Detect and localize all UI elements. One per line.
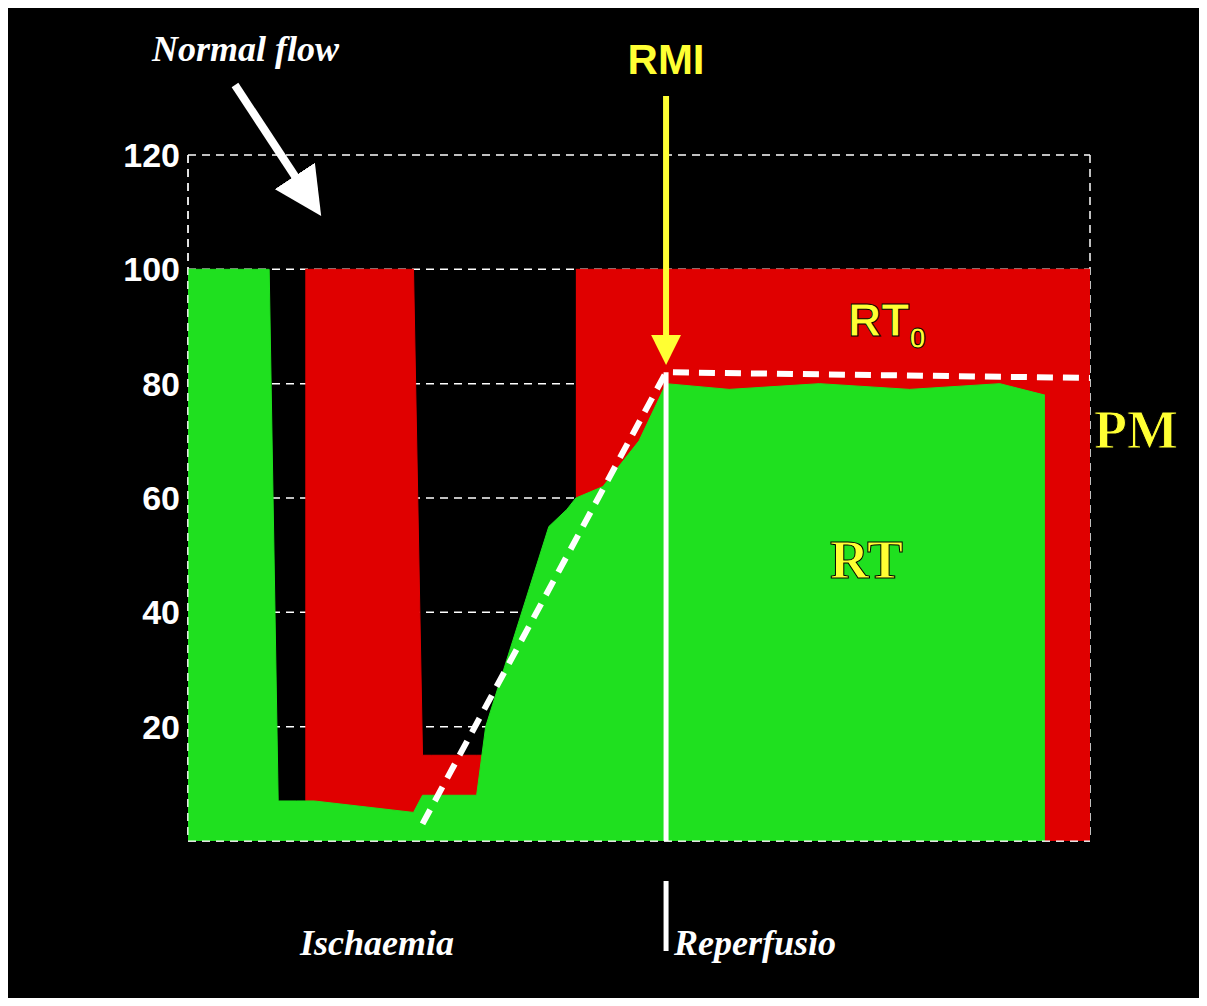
svg-text:40: 40	[142, 593, 180, 631]
svg-text:RT: RT	[830, 530, 903, 590]
svg-text:120: 120	[123, 136, 180, 174]
svg-text:100: 100	[123, 250, 180, 288]
svg-text:PM: PM	[1094, 400, 1178, 460]
svg-text:80: 80	[142, 365, 180, 403]
html-text:Reperfusio: Reperfusio	[674, 923, 836, 963]
svg-text:RT0: RT0	[848, 294, 926, 354]
html-text:RMI: RMI	[627, 36, 705, 83]
html-text:Normal flow: Normal flow	[152, 29, 339, 69]
html-text:Ischaemia: Ischaemia	[300, 923, 454, 963]
svg-text:60: 60	[142, 479, 180, 517]
svg-text:20: 20	[142, 708, 180, 746]
